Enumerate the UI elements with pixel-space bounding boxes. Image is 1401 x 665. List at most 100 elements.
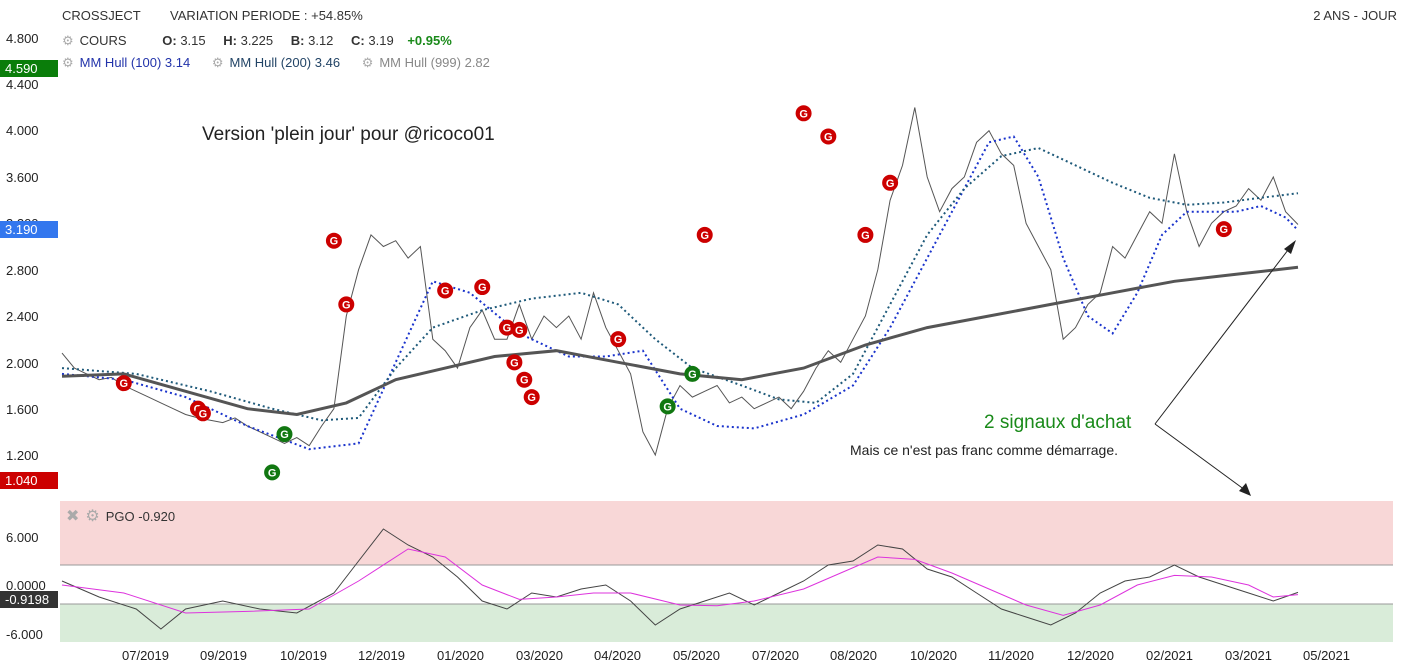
arrow-line-up [1154,249,1289,425]
price-tick: 1.200 [6,448,39,463]
x-tick: 05/2020 [673,648,720,663]
x-tick: 12/2019 [358,648,405,663]
period-selector[interactable]: 2 ANS - JOUR [1313,8,1397,23]
signal-marker-label: G [886,178,895,190]
signal-marker-dot [523,389,540,406]
price-tick: 2.400 [6,309,39,324]
mm100-legend: MM Hull (100) 3.14 [79,55,191,70]
signal-marker[interactable]: G [115,375,132,392]
price-tick: 4.800 [6,31,39,46]
high-label: H: [223,33,237,48]
gear-icon[interactable]: ⚙ [62,55,74,70]
change-value: +0.95% [407,33,452,48]
gear-icon[interactable]: ⚙ [211,55,224,70]
signal-marker-label: G [520,375,529,387]
signal-marker-dot [1215,221,1232,238]
ticker-label: CROSSJECT [62,8,141,23]
signal-marker[interactable]: G [857,226,874,243]
signal-marker[interactable]: G [795,105,812,122]
price-tick: 4.000 [6,123,39,138]
gear-icon[interactable]: ⚙ [361,55,374,70]
pgo-label: PGO -0.920 [105,509,176,524]
arrow-line-down [1154,423,1246,491]
pgo-tick: -6.000 [6,627,43,642]
signal-marker[interactable]: G [684,365,701,382]
x-tick: 12/2020 [1067,648,1114,663]
signal-marker[interactable]: G [610,331,627,348]
x-tick: 02/2021 [1146,648,1193,663]
price-tick: 4.400 [6,77,39,92]
signal-marker-label: G [342,299,351,311]
signal-marker[interactable]: G [437,282,454,299]
signal-marker-label: G [700,230,709,242]
signal-marker-label: G [799,108,808,120]
x-tick: 10/2019 [280,648,327,663]
pgo-series-group [61,528,1299,630]
signal-marker-dot [506,354,523,371]
signal-marker-dot [857,226,874,243]
signal-marker-dot [264,464,281,481]
signal-marker[interactable]: G [820,128,837,145]
price-tick: 3.600 [6,170,39,185]
signal-marker-label: G [614,334,623,346]
signal-marker[interactable]: G [659,398,676,415]
signal-marker-dot [882,174,899,191]
x-tick: 03/2021 [1225,648,1272,663]
series-line-mm-hull-100- [61,135,1299,451]
signal-marker[interactable]: G [1215,221,1232,238]
annotation-arrows [1154,249,1289,491]
cours-label: COURS [79,33,127,48]
pgo-lower-zone [60,604,1393,642]
signal-marker[interactable]: G [882,174,899,191]
x-tick: 07/2020 [752,648,799,663]
mm-legend: ⚙ MM Hull (100) 3.14 ⚙ MM Hull (200) 3.46 … [62,55,490,71]
low-label: B: [290,33,305,48]
signal-marker[interactable]: G [264,464,281,481]
signal-marker-label: G [120,378,129,390]
gear-icon[interactable]: ⚙ [85,508,100,525]
pgo-tick: 0.0000 [6,578,46,593]
close-value: 3.19 [368,33,394,48]
signal-marker-label: G [268,467,277,479]
signal-marker[interactable]: G [506,354,523,371]
signal-marker[interactable]: G [338,296,355,313]
price-tick: 1.600 [6,402,39,417]
x-tick: 08/2020 [830,648,877,663]
signal-marker-dot [795,105,812,122]
signal-marker[interactable]: G [523,389,540,406]
signal-marker-label: G [441,286,450,298]
x-tick: 11/2020 [988,648,1035,663]
signal-marker-label: G [824,131,833,143]
signal-marker-dot [115,375,132,392]
pgo-upper-zone [60,501,1393,565]
close-icon[interactable]: ✖ [66,508,80,525]
signal-marker-label: G [510,357,519,369]
signal-marker-dot [474,279,491,296]
signal-marker-label: G [503,323,512,335]
x-tick: 01/2020 [437,648,484,663]
signal-marker-dot [684,365,701,382]
low-value: 3.12 [308,33,334,48]
open-value: 3.15 [180,33,206,48]
pgo-legend: ✖ ⚙ PGO -0.920 [66,506,175,526]
signal-marker-label: G [330,236,339,248]
pgo-last-tag: -0.9198 [0,591,58,608]
signal-marker[interactable]: G [511,321,528,338]
signal-marker[interactable]: G [516,371,533,388]
signal-marker[interactable]: G [474,279,491,296]
x-tick: 09/2019 [200,648,247,663]
signal-marker-dot [696,226,713,243]
signal-marker-label: G [663,401,672,413]
open-label: O: [162,33,177,48]
signal-marker[interactable]: G [276,426,293,443]
mm999-legend: MM Hull (999) 2.82 [379,55,490,70]
x-tick: 10/2020 [910,648,957,663]
gear-icon[interactable]: ⚙ [62,33,74,48]
signal-marker-label: G [280,429,289,441]
signal-marker[interactable]: G [696,226,713,243]
signal-marker-dot [659,398,676,415]
signal-marker[interactable]: G [325,232,342,249]
signal-marker[interactable]: G [498,319,515,336]
signal-marker[interactable]: G [194,405,211,422]
